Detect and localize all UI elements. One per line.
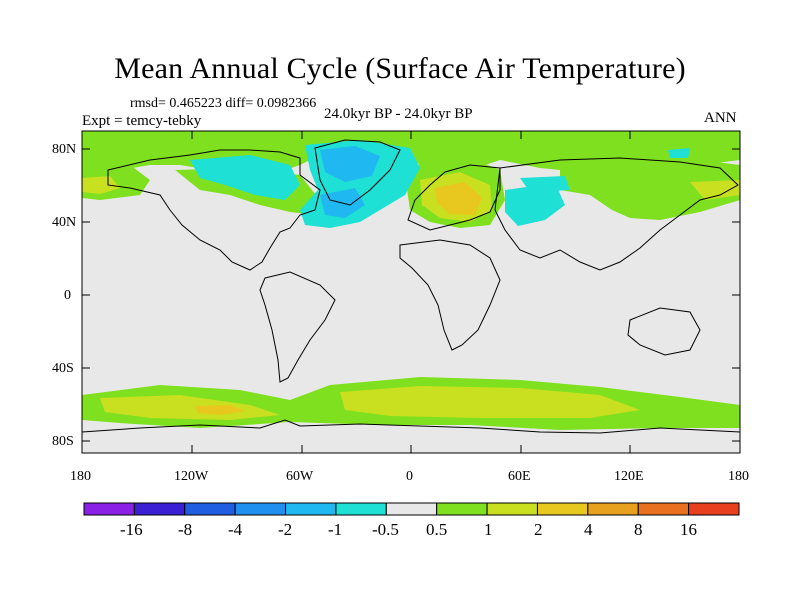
colorbar-box-5: [335, 502, 387, 516]
lon-label-60w: 60W: [286, 469, 314, 484]
colorbar-label-neg8: -8: [178, 520, 193, 539]
coastline-australia: [627, 307, 701, 356]
colorbar-box-2: [184, 502, 236, 516]
coastline-africa: [399, 239, 501, 351]
colorbar-label-1: 1: [484, 520, 493, 539]
colorbar-box-10: [587, 502, 639, 516]
coastline-europe: [407, 164, 501, 231]
coastline-south-america: [259, 271, 336, 383]
lat-label-0: 0: [64, 288, 71, 303]
colorbar-label-4: 4: [584, 520, 593, 539]
colorbar-label-neg1: -1: [328, 520, 343, 539]
axis-ticks: [82, 131, 740, 453]
field-siberia-yellow: [690, 180, 740, 200]
coastline-antarctica: [82, 419, 740, 434]
lon-label-120e: 120E: [614, 469, 644, 484]
lon-label-120w: 120W: [174, 469, 209, 484]
colorbar-label-neg05: -0.5: [372, 520, 399, 539]
lat-label-80s: 80S: [52, 434, 74, 449]
lat-label-40s: 40S: [52, 361, 74, 376]
colorbar-label-05: 0.5: [426, 520, 448, 539]
colorbar: [83, 502, 740, 516]
map-plot-area: [82, 131, 740, 453]
lon-label-180e: 180: [728, 469, 749, 484]
colorbar-box-3: [234, 502, 287, 516]
colorbar-box-0: [83, 502, 135, 516]
field-southern-yellow: [100, 395, 280, 420]
season-label: ANN: [704, 110, 737, 126]
colorbar-label-8: 8: [634, 520, 643, 539]
colorbar-box-7: [436, 502, 488, 516]
field-siberia-cyan: [505, 183, 565, 226]
field-urals-cyan: [520, 176, 570, 192]
colorbar-box-6: [385, 502, 438, 516]
field-europe-orange: [435, 182, 482, 215]
coastline-asia: [494, 157, 739, 271]
lon-label-60e: 60E: [508, 469, 531, 484]
colorbar-label-16: 16: [680, 520, 697, 539]
field-canada-cyan: [190, 155, 300, 200]
experiment-label: Expt = temcy-tebky: [82, 113, 202, 129]
field-south-atlantic-yellow: [340, 386, 640, 418]
stats-text: rmsd= 0.465223 diff= 0.0982366: [130, 96, 317, 111]
field-arctic-cyan: [668, 148, 690, 158]
coastline-north-america: [107, 149, 321, 271]
colorbar-label-neg16: -16: [120, 520, 143, 539]
coastline-greenland: [314, 139, 401, 206]
lat-label-80n: 80N: [52, 142, 77, 157]
colorbar-box-1: [133, 502, 186, 516]
colorbar-box-4: [285, 502, 337, 516]
lon-label-0: 0: [406, 469, 413, 484]
colorbar-box-12: [688, 502, 740, 516]
period-label: 24.0kyr BP - 24.0kyr BP: [324, 106, 473, 122]
colorbar-box-9: [536, 502, 589, 516]
plot-title: Mean Annual Cycle (Surface Air Temperatu…: [114, 52, 686, 85]
coastlines: [82, 139, 740, 434]
lat-label-40n: 40N: [52, 215, 77, 230]
colorbar-box-8: [486, 502, 538, 516]
colorbar-box-11: [637, 502, 690, 516]
field-greenland-blue: [320, 146, 380, 182]
colorbar-label-neg4: -4: [228, 520, 243, 539]
field-south-pacific-yellow: [195, 405, 245, 415]
colorbar-label-neg2: -2: [278, 520, 293, 539]
lon-label-180w: 180: [70, 469, 91, 484]
field-alaska-yellow: [82, 176, 120, 194]
colorbar-label-2: 2: [534, 520, 543, 539]
